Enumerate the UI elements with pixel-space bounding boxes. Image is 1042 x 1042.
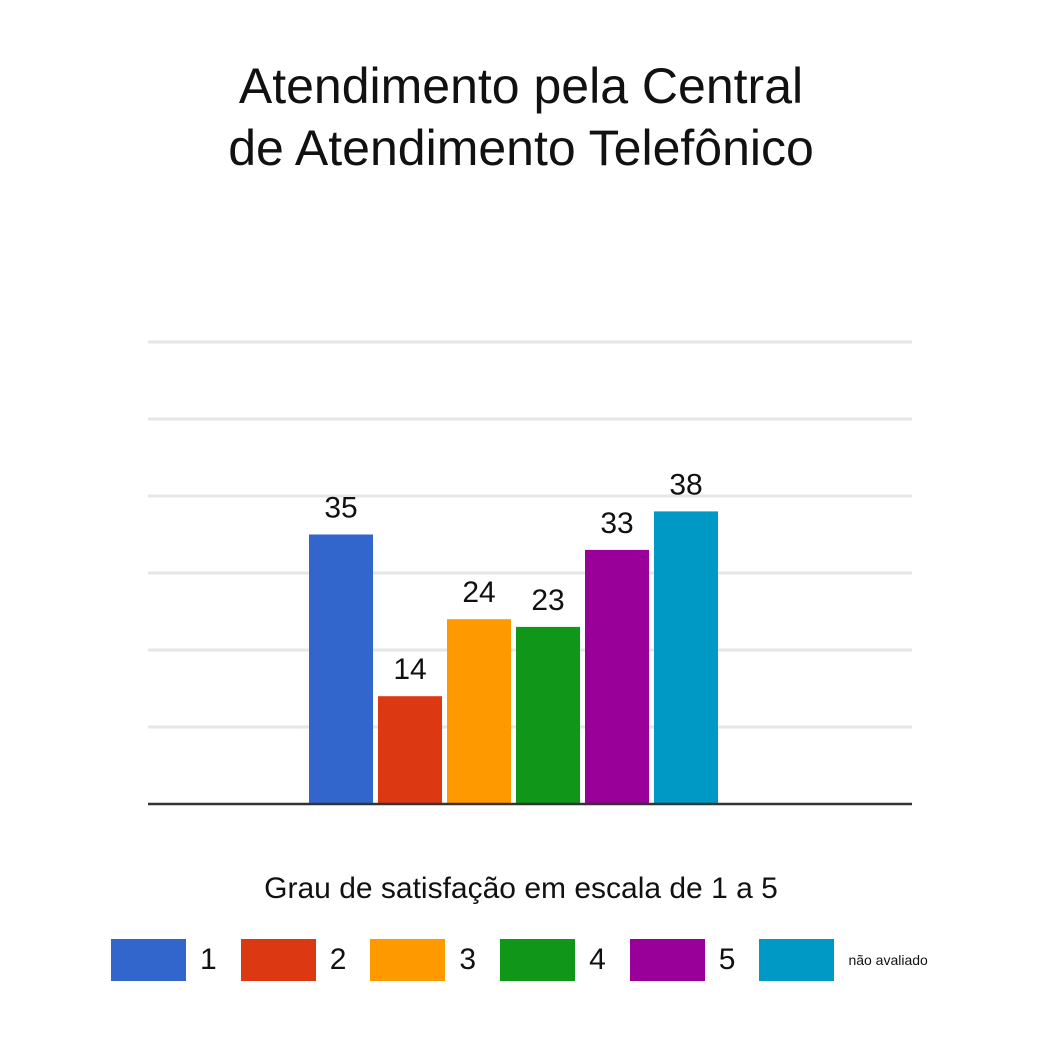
- x-axis-label: Grau de satisfação em escala de 1 a 5: [264, 872, 778, 905]
- chart-title-line-1: Atendimento pela Central: [238, 58, 804, 114]
- data-label-6: 38: [669, 468, 702, 501]
- data-label-5: 33: [600, 507, 633, 540]
- bar-3: [447, 619, 511, 804]
- legend-label: não avaliado: [848, 952, 928, 968]
- chart-legend: 1 2 3 4 5 não avaliado: [111, 939, 952, 981]
- chart-title-line-2: de Atendimento Telefônico: [228, 120, 814, 176]
- legend-item-1: 1: [111, 939, 217, 981]
- bar-4: [516, 626, 580, 804]
- legend-swatch: [629, 939, 705, 981]
- legend-label: 1: [200, 943, 217, 976]
- data-label-3: 24: [462, 576, 495, 609]
- bar-2: [378, 696, 442, 804]
- data-label-4: 23: [531, 584, 564, 617]
- bar-5: [585, 549, 649, 804]
- legend-label: 4: [589, 943, 606, 976]
- legend-swatch: [759, 939, 835, 981]
- data-label-2: 14: [393, 653, 426, 686]
- data-label-1: 35: [324, 492, 357, 525]
- legend-label: 3: [459, 943, 477, 976]
- legend-label: 5: [718, 943, 736, 976]
- legend-item-3: 3: [370, 939, 476, 981]
- bar-6: [654, 511, 718, 804]
- legend-label: 2: [329, 943, 347, 976]
- chart-title: Atendimento pela Central de Atendimento …: [0, 55, 1042, 179]
- legend-swatch: [111, 939, 186, 981]
- legend-swatch: [240, 939, 316, 981]
- bar-1: [309, 534, 373, 804]
- legend-item-5: 5: [629, 939, 736, 981]
- legend-swatch: [370, 939, 446, 981]
- legend-swatch: [500, 939, 576, 981]
- legend-item-6: não avaliado: [759, 939, 928, 981]
- legend-item-2: 2: [240, 939, 347, 981]
- legend-item-4: 4: [500, 939, 606, 981]
